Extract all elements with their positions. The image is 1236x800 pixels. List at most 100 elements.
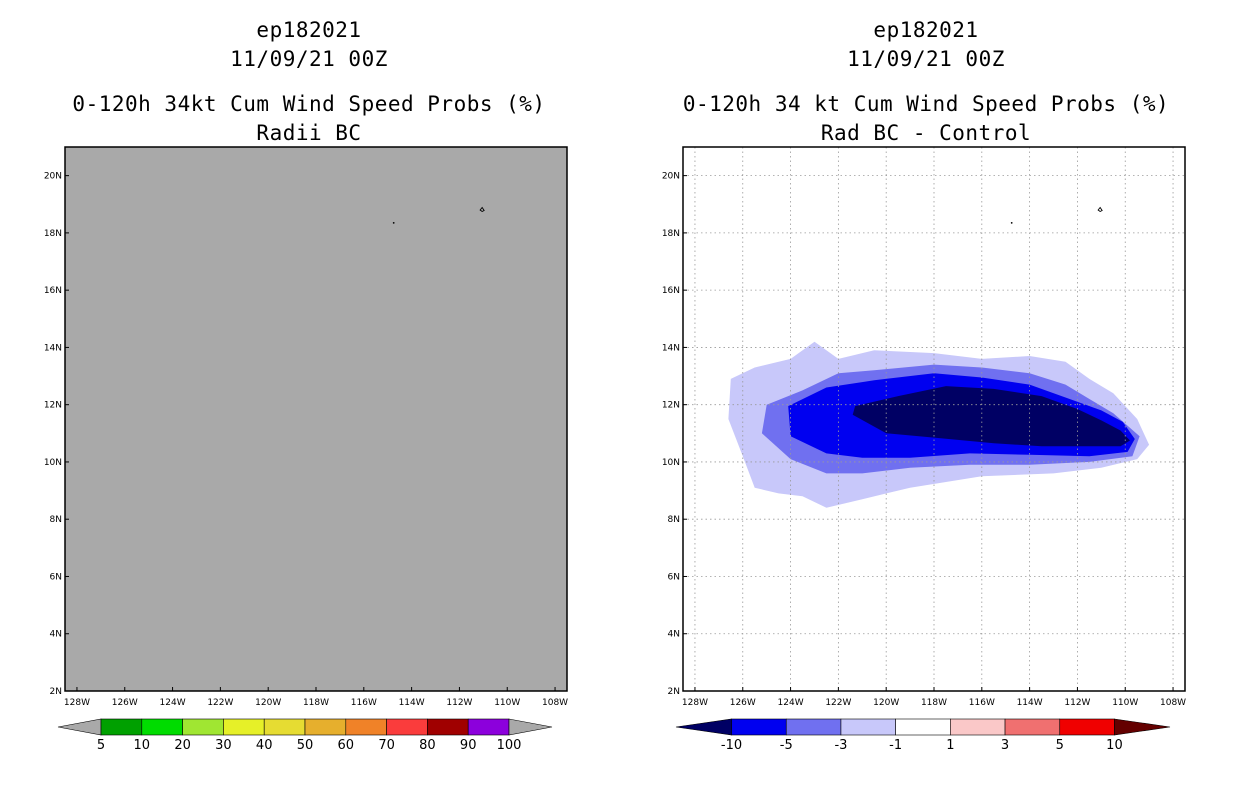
right-title-line-1: ep182021 <box>873 18 979 42</box>
x-tick-label-4: 122W <box>825 698 851 708</box>
y-tick-label-9: 18N <box>44 229 62 239</box>
plot-area <box>65 147 567 691</box>
contour-4 <box>852 386 1130 447</box>
y-tick-label-6: 12N <box>44 401 62 411</box>
colorbar-cell-5 <box>263 718 306 736</box>
colorbar-label-1: -10 <box>721 738 742 753</box>
colorbar-cell-4 <box>223 718 265 736</box>
island-clarion <box>1097 206 1103 213</box>
colorbar-under-triangle <box>57 718 102 736</box>
left-title: ep182021 11/09/21 00Z 0-120h 34kt Cum Wi… <box>49 16 569 148</box>
colorbar-cell-6 <box>304 718 347 736</box>
colorbar-cell-10 <box>467 718 510 736</box>
colorbar-label-7: 60 <box>338 738 355 753</box>
x-tick-label-9: 112W <box>1064 698 1090 708</box>
colorbar-cell-1 <box>731 718 787 736</box>
colorbar-label-5: 40 <box>256 738 273 753</box>
island-clarion <box>479 206 485 213</box>
y-tick-label-1: 2N <box>668 687 680 697</box>
x-tick-label-1: 128W <box>64 698 90 708</box>
colorbar: 5 10 20 30 40 50 60 70 80 90 100 <box>57 718 553 753</box>
y-tick-label-6: 12N <box>662 401 680 411</box>
y-tick-label-3: 6N <box>50 572 62 582</box>
right-title-line-4: Rad BC - Control <box>820 121 1032 145</box>
colorbar-cell-2 <box>141 718 183 736</box>
x-tick-label-7: 116W <box>969 698 995 708</box>
colorbar-label-7: 5 <box>1056 738 1064 753</box>
y-tick-label-3: 6N <box>668 572 680 582</box>
y-tick-label-9: 18N <box>662 229 680 239</box>
right-title-line-3: 0-120h 34 kt Cum Wind Speed Probs (%) <box>682 92 1170 116</box>
colorbar-label-3: 20 <box>174 738 191 753</box>
colorbar-label-5: 1 <box>946 738 954 753</box>
y-tick-label-5: 10N <box>662 458 680 468</box>
colorbar-cell-3 <box>182 718 224 736</box>
island-socorro <box>1010 221 1013 224</box>
y-tick-label-4: 8N <box>668 515 680 525</box>
y-tick-label-8: 16N <box>662 286 680 296</box>
colorbar-label-2: -5 <box>780 738 793 753</box>
right-title: ep182021 11/09/21 00Z 0-120h 34 kt Cum W… <box>666 16 1186 148</box>
colorbar-cell-1 <box>100 718 143 736</box>
y-tick-label-5: 10N <box>44 458 62 468</box>
colorbar-label-3: -3 <box>834 738 847 753</box>
island-socorro <box>392 221 395 224</box>
chart-2: 128W 126W 124W 122W 120W 118W 116W 114W 112W 110W… <box>662 146 1186 753</box>
x-tick-label-3: 124W <box>160 698 186 708</box>
y-tick-label-2: 4N <box>50 630 62 640</box>
colorbar-cell-7 <box>345 718 387 736</box>
y-tick-label-7: 14N <box>662 343 680 353</box>
x-tick-label-6: 118W <box>303 698 329 708</box>
colorbar-cell-3 <box>840 718 896 736</box>
y-tick-label-8: 16N <box>44 286 62 296</box>
colorbar-cell-6 <box>1004 718 1061 736</box>
colorbar-cell-7 <box>1059 718 1115 736</box>
left-title-line-4: Radii BC <box>256 121 362 145</box>
x-tick-label-8: 114W <box>1017 698 1043 708</box>
x-tick-label-4: 122W <box>207 698 233 708</box>
colorbar-label-10: 90 <box>460 738 477 753</box>
x-tick-label-5: 120W <box>873 698 899 708</box>
colorbar-label-1: 5 <box>97 738 105 753</box>
colorbar-label-8: 10 <box>1106 738 1123 753</box>
colorbar-label-9: 80 <box>419 738 436 753</box>
colorbar-cell-4 <box>895 718 951 736</box>
colorbar-label-2: 10 <box>134 738 151 753</box>
y-tick-label-10: 20N <box>44 172 62 182</box>
x-tick-label-10: 110W <box>494 698 520 708</box>
y-tick-label-1: 2N <box>50 687 62 697</box>
left-title-line-3: 0-120h 34kt Cum Wind Speed Probs (%) <box>72 92 546 116</box>
colorbar-label-8: 70 <box>378 738 395 753</box>
y-tick-label-7: 14N <box>44 343 62 353</box>
colorbar-cell-2 <box>785 718 842 736</box>
colorbar-label-11: 100 <box>497 738 522 753</box>
x-tick-label-8: 114W <box>399 698 425 708</box>
colorbar: -10 -5 -3 -1 1 3 5 10 <box>675 718 1171 753</box>
left-title-line-1: ep182021 <box>256 18 362 42</box>
chart-1: 128W 126W 124W 122W 120W 118W 116W 114W 112W 110W… <box>44 146 568 753</box>
colorbar-label-4: -1 <box>889 738 902 753</box>
x-tick-label-11: 108W <box>1160 698 1186 708</box>
colorbar-label-6: 3 <box>1001 738 1009 753</box>
x-tick-label-2: 126W <box>730 698 756 708</box>
colorbar-cell-5 <box>950 718 1006 736</box>
colorbar-label-4: 30 <box>215 738 232 753</box>
colorbar-label-6: 50 <box>297 738 314 753</box>
y-tick-label-4: 8N <box>50 515 62 525</box>
colorbar-cell-9 <box>427 718 469 736</box>
x-tick-label-9: 112W <box>446 698 472 708</box>
x-tick-label-5: 120W <box>255 698 281 708</box>
colorbar-over-triangle <box>508 718 553 736</box>
x-tick-label-10: 110W <box>1112 698 1138 708</box>
y-tick-label-10: 20N <box>662 172 680 182</box>
x-tick-label-11: 108W <box>542 698 568 708</box>
colorbar-under-triangle <box>675 718 732 736</box>
x-tick-label-1: 128W <box>682 698 708 708</box>
x-tick-label-3: 124W <box>778 698 804 708</box>
x-tick-label-2: 126W <box>112 698 138 708</box>
colorbar-cell-8 <box>386 718 428 736</box>
right-title-line-2: 11/09/21 00Z <box>847 47 1005 71</box>
colorbar-over-triangle <box>1114 718 1171 736</box>
x-tick-label-6: 118W <box>921 698 947 708</box>
